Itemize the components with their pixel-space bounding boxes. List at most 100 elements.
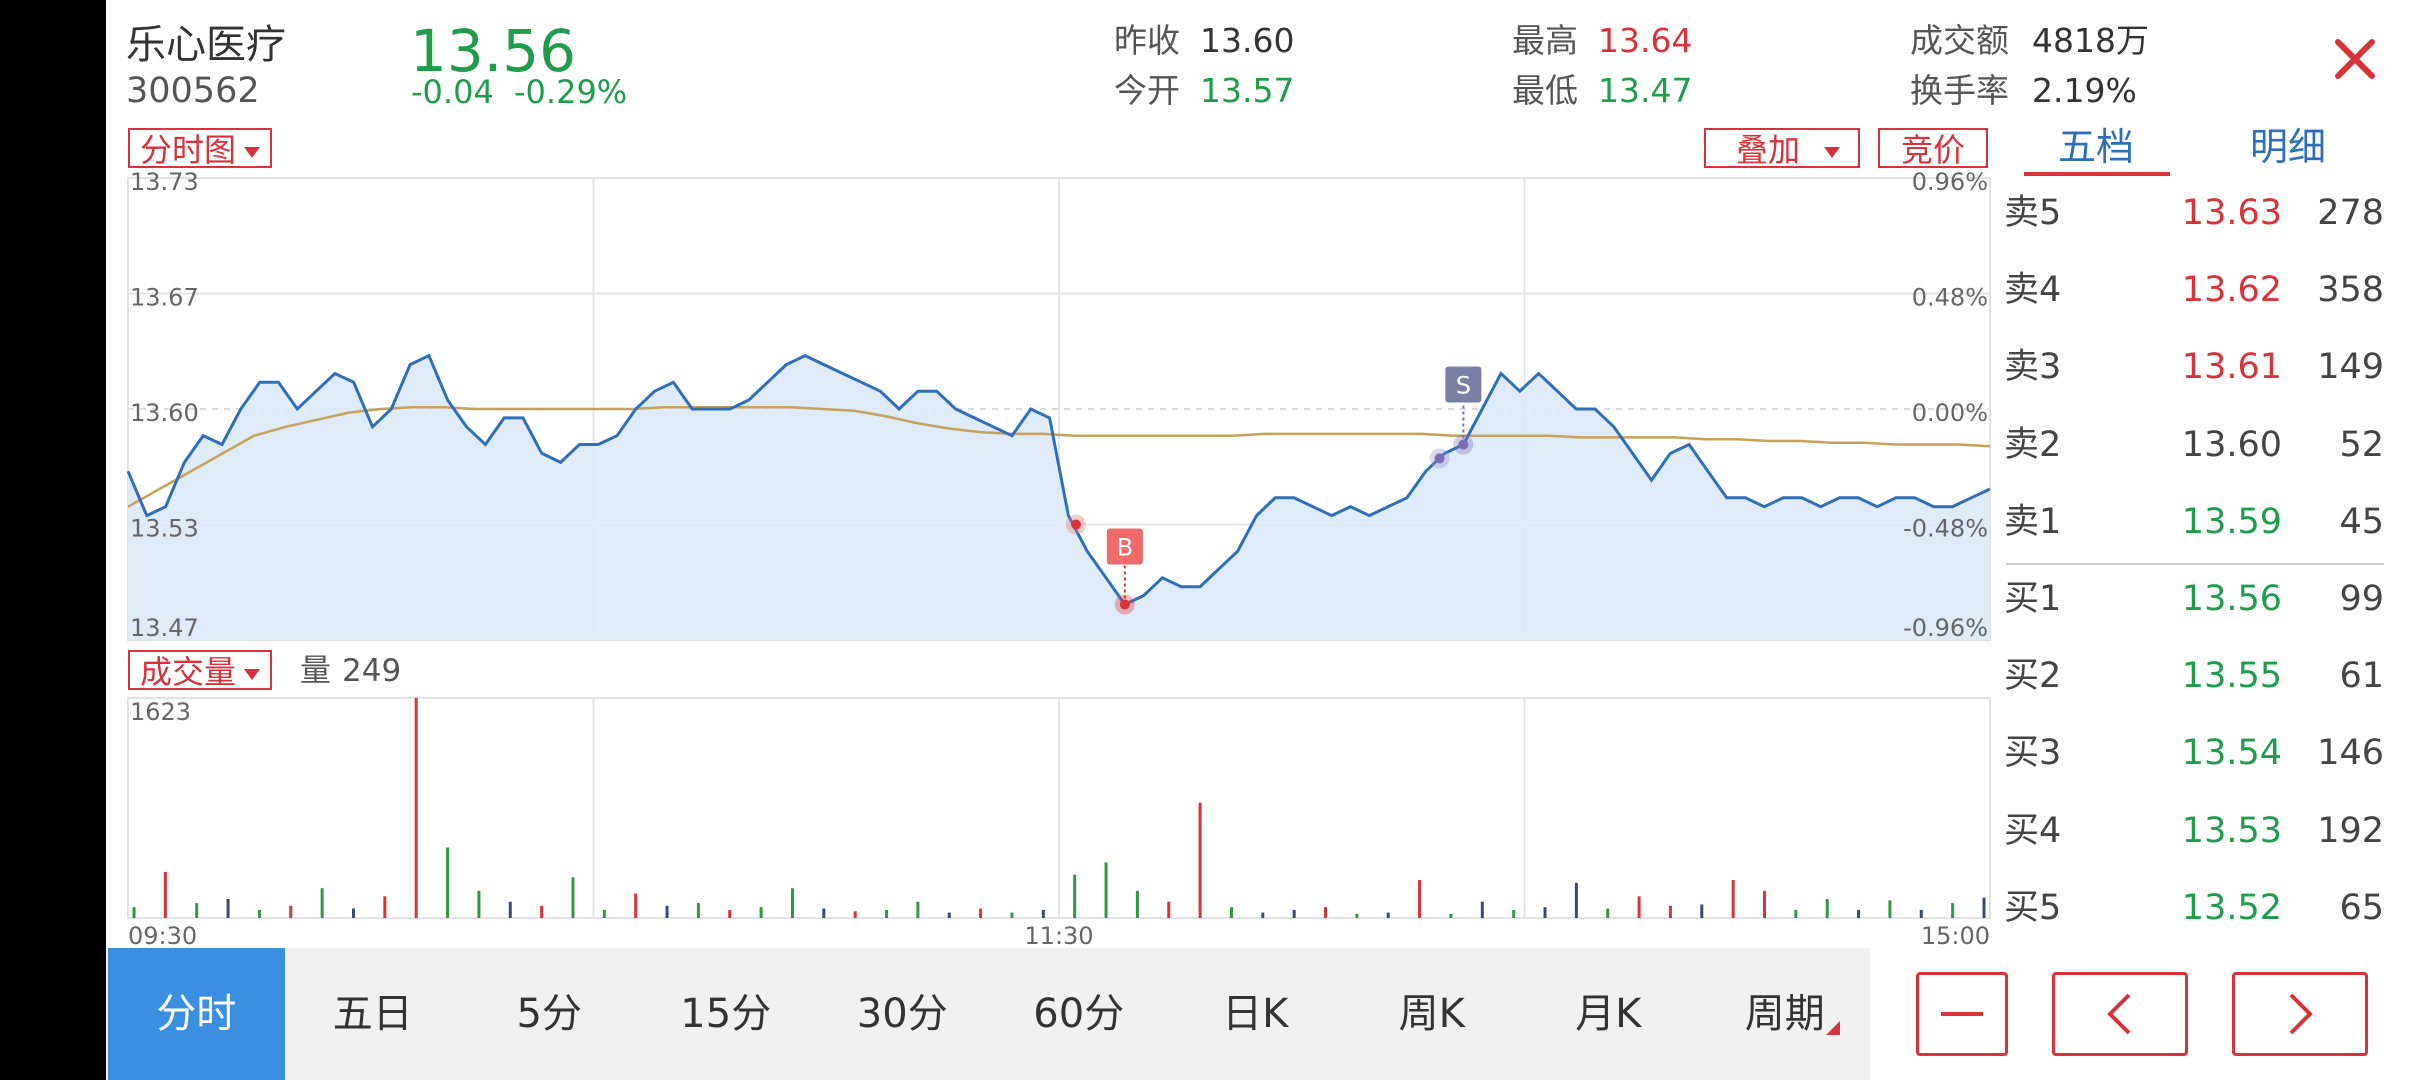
open-value: 13.57: [1200, 71, 1295, 110]
left-black-edge: [0, 0, 106, 1080]
price-axis-label: 13.73: [130, 168, 199, 196]
order-level-label: 卖1: [2004, 501, 2062, 542]
low-value: 13.47: [1598, 71, 1693, 110]
order-level-label: 买5: [2004, 887, 2062, 928]
period-tab[interactable]: 5分: [516, 991, 582, 1037]
price-change-pct: -0.29%: [514, 73, 628, 111]
high-label: 最高: [1512, 21, 1578, 60]
chevron-down-icon: [244, 146, 261, 158]
minus-icon: [1941, 1012, 1983, 1016]
volume-axis-max-label: 1623: [130, 698, 191, 726]
pct-axis-label: 0.48%: [1912, 284, 1988, 312]
zoom-out-button[interactable]: [1916, 972, 2008, 1056]
period-tab[interactable]: 周K: [1398, 991, 1465, 1037]
pct-axis-label: -0.48%: [1903, 515, 1988, 543]
bid-row: 买1 13.56 99: [2000, 562, 2384, 639]
order-level-volume: 192: [2317, 810, 2384, 851]
chart-mode-dropdown[interactable]: 分时图: [128, 128, 273, 169]
order-level-volume: 61: [2339, 656, 2384, 697]
price-axis-label: 13.47: [130, 614, 199, 642]
bid-row: 买3 13.54 146: [2000, 716, 2384, 793]
order-level-volume: 99: [2339, 579, 2384, 619]
trade-markers: SB: [1066, 366, 1482, 615]
volume-bars: [132, 698, 1986, 918]
previous-button[interactable]: [2052, 972, 2188, 1056]
ask-row: 卖1 13.59 45: [2000, 485, 2384, 562]
pct-axis-label: -0.96%: [1903, 614, 1988, 642]
ask-row: 卖2 13.60 52: [2000, 408, 2384, 485]
bid-row: 买5 13.52 65: [2000, 871, 2384, 948]
order-level-price: 13.62: [2181, 270, 2282, 311]
period-tab[interactable]: 月K: [1575, 991, 1642, 1037]
period-tab[interactable]: 五日: [332, 991, 413, 1037]
period-tab[interactable]: 日K: [1222, 991, 1289, 1037]
close-icon[interactable]: [2334, 38, 2376, 80]
bid-row: 买2 13.55 61: [2000, 639, 2384, 716]
price-axis-label: 13.60: [130, 399, 199, 427]
overlay-dropdown[interactable]: 叠加: [1704, 128, 1860, 169]
period-tab[interactable]: 30分: [856, 991, 948, 1037]
pct-axis-label: 0.00%: [1912, 399, 1988, 427]
prev-close-value: 13.60: [1200, 21, 1295, 60]
high-value: 13.64: [1598, 21, 1693, 60]
order-level-label: 买2: [2004, 656, 2062, 697]
ask-row: 卖5 13.63 278: [2000, 176, 2384, 253]
bid-row: 买4 13.53 192: [2000, 794, 2384, 871]
period-bar: [106, 948, 1870, 1080]
open-label: 今开: [1114, 71, 1180, 110]
sell-marker-label: S: [1456, 372, 1471, 400]
volume-label: 量: [300, 653, 331, 689]
order-level-price: 13.60: [2181, 424, 2282, 465]
buy-marker-label: B: [1117, 533, 1133, 561]
tab-five-levels[interactable]: 五档: [2058, 125, 2135, 169]
chevron-down-icon: [244, 668, 261, 680]
order-level-volume: 45: [2339, 501, 2384, 542]
order-level-label: 卖2: [2004, 424, 2062, 465]
period-tab[interactable]: 分时: [108, 948, 285, 1080]
buy-marker: [1106, 528, 1143, 565]
chevron-left-icon: [2107, 993, 2131, 1035]
current-price: 13.56: [410, 17, 577, 85]
avg-price-line: [127, 405, 1991, 508]
order-level-price: 13.63: [2181, 193, 2282, 233]
time-label-close: 15:00: [1921, 922, 1990, 950]
low-label: 最低: [1512, 71, 1578, 110]
order-level-volume: 65: [2339, 887, 2384, 928]
trade-marker-dot: [1434, 453, 1445, 464]
order-level-volume: 52: [2339, 424, 2384, 465]
period-more-indicator-icon: [1826, 1021, 1840, 1035]
order-level-price: 13.59: [2181, 501, 2282, 542]
intraday-chart[interactable]: SB 13.7313.6713.6013.5313.470.96%0.48%0.…: [0, 0, 2000, 950]
order-level-price: 13.56: [2181, 579, 2282, 619]
order-level-price: 13.52: [2181, 887, 2282, 928]
order-level-label: 卖4: [2004, 270, 2062, 311]
order-level-volume: 149: [2317, 347, 2384, 388]
auction-button[interactable]: 竞价: [1878, 128, 1988, 169]
price-area: [128, 355, 1990, 640]
period-tab[interactable]: 周期: [1744, 991, 1825, 1037]
order-level-label: 买3: [2004, 733, 2062, 774]
turnover-label: 成交额: [1910, 21, 2009, 60]
order-level-price: 13.55: [2181, 656, 2282, 697]
order-level-volume: 358: [2317, 270, 2384, 311]
period-tab[interactable]: 60分: [1033, 991, 1125, 1037]
pct-axis-label: 0.96%: [1912, 168, 1988, 196]
order-level-volume: 146: [2317, 733, 2384, 774]
volume-value: 249: [342, 653, 402, 689]
chevron-down-icon: [1824, 146, 1841, 158]
order-level-price: 13.54: [2181, 733, 2282, 774]
volume-mode-dropdown[interactable]: 成交量: [128, 650, 273, 691]
stock-code: 300562: [126, 71, 260, 111]
axis-labels: 13.73 13.67 13.60 13.53 13.47 0.96% 0.48% 0.00%…: [128, 168, 1990, 950]
order-level-label: 卖5: [2004, 193, 2062, 233]
price-axis-label: 13.67: [130, 284, 199, 312]
tab-details[interactable]: 明细: [2250, 125, 2327, 169]
order-level-volume: 278: [2317, 193, 2384, 233]
overlay-label: 叠加: [1736, 131, 1801, 169]
order-level-price: 13.53: [2181, 810, 2282, 851]
turnover-rate-value: 2.19%: [2032, 71, 2137, 110]
period-tab[interactable]: 15分: [680, 991, 772, 1037]
turnover-value: 4818万: [2032, 21, 2149, 60]
turnover-rate-label: 换手率: [1910, 71, 2009, 110]
next-button[interactable]: [2232, 972, 2368, 1056]
